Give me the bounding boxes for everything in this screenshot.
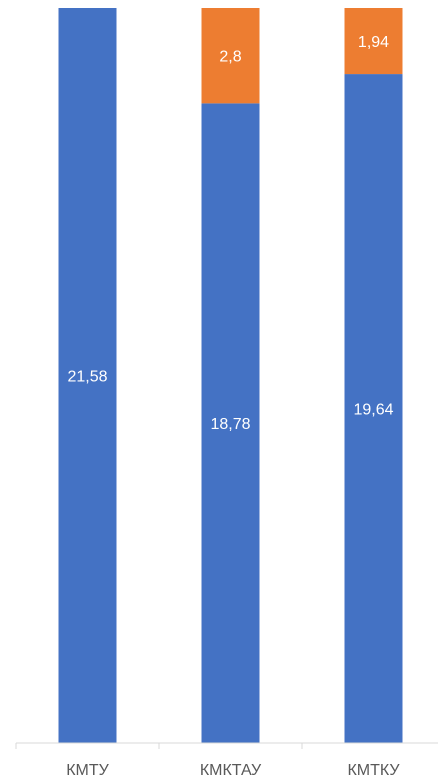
category-label: КМТКУ bbox=[347, 762, 400, 779]
x-axis bbox=[15, 742, 438, 749]
category-label: КМТУ bbox=[66, 762, 109, 779]
data-label: 19,64 bbox=[353, 402, 393, 419]
data-label: 1,94 bbox=[358, 34, 389, 51]
data-label: 21,58 bbox=[67, 369, 107, 386]
data-labels-layer: 21,58 18,78 2,8 19,64 1,94 bbox=[67, 34, 393, 433]
category-label: КМКТАУ bbox=[200, 762, 262, 779]
category-labels-layer: КМТУ КМКТАУ КМТКУ bbox=[66, 762, 400, 779]
bar-segment-blue-2 bbox=[201, 103, 260, 743]
bar-segment-blue-1 bbox=[58, 8, 117, 743]
data-label: 18,78 bbox=[210, 416, 250, 433]
bar-segment-orange-3 bbox=[344, 8, 403, 75]
data-label: 2,8 bbox=[219, 49, 241, 66]
bars-layer bbox=[58, 8, 403, 743]
bar-segment-orange-2 bbox=[201, 8, 260, 104]
bar-segment-blue-3 bbox=[344, 74, 403, 743]
